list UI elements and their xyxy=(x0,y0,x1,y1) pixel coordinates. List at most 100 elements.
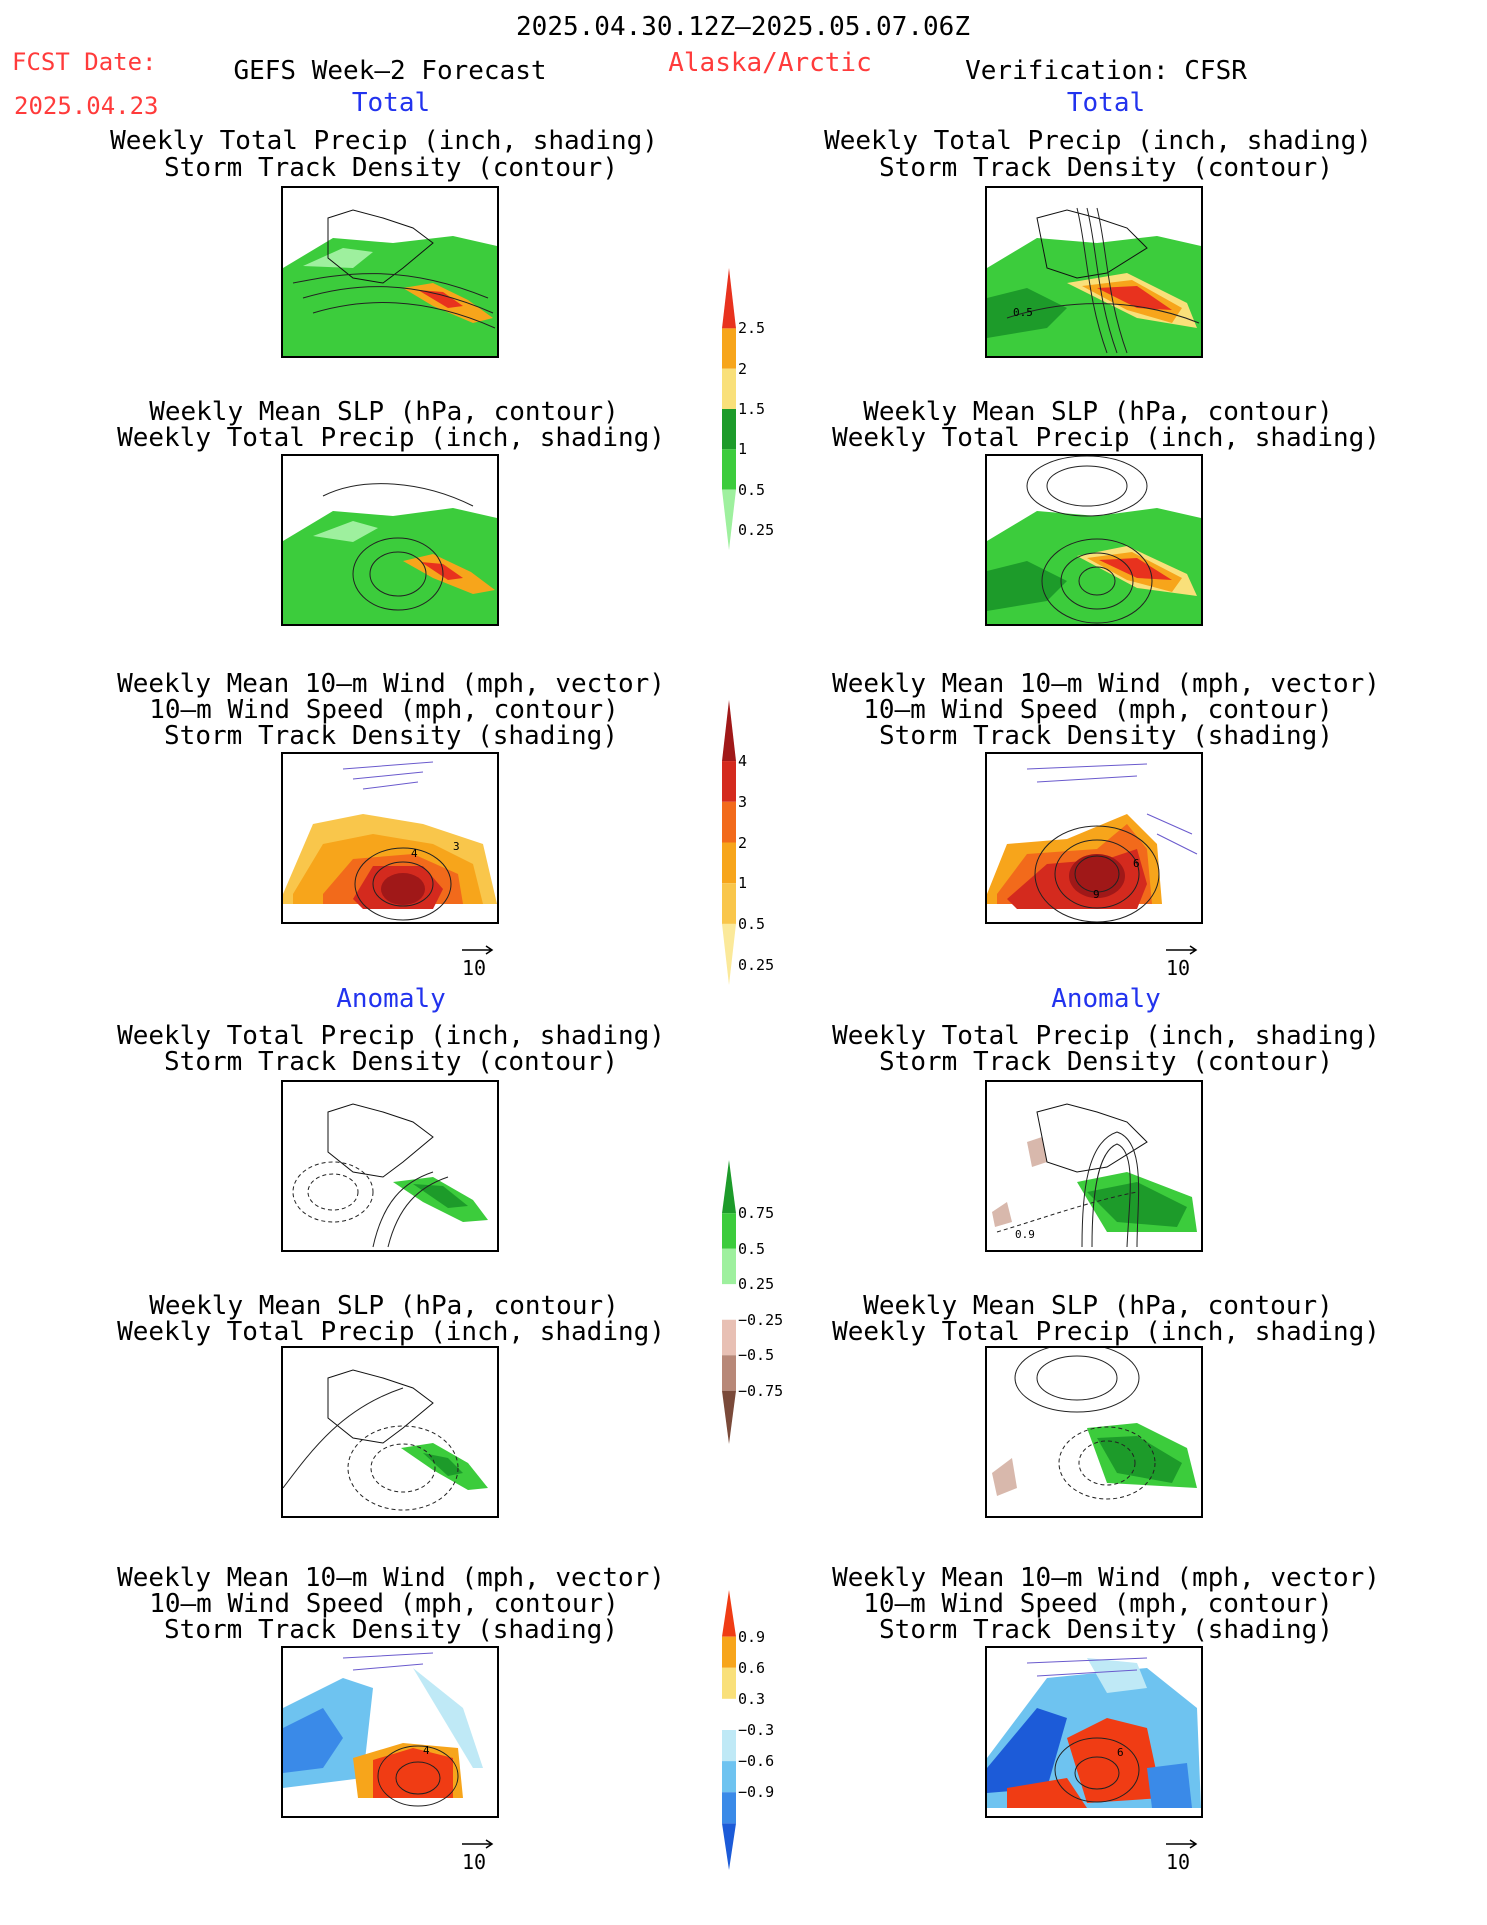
arrow-right-icon xyxy=(1166,945,1198,955)
colorbar-precip-total: 2.5 2 1.5 1 0.5 0.25 xyxy=(712,268,782,550)
title-precip-track-2: Storm Track Density (contour) xyxy=(164,153,618,183)
map-anomaly-wind-verification: 6 xyxy=(985,1646,1203,1818)
colorbar-tick-label: 2.5 xyxy=(738,319,766,338)
colorbar-tick-label: 3 xyxy=(738,792,748,811)
colorbar-swatch xyxy=(722,268,736,329)
colorbar-swatch xyxy=(722,1792,736,1824)
vector-reference-key: 10 xyxy=(1166,944,1200,980)
contour-label: 9 xyxy=(1093,888,1100,901)
contour-label: 3 xyxy=(453,840,460,853)
colorbar-swatch xyxy=(722,1761,736,1793)
map-total-slp-forecast xyxy=(281,454,499,626)
map-anomaly-precip-verification: 0.9 xyxy=(985,1080,1203,1252)
colorbar-tick-label: −0.25 xyxy=(738,1310,784,1329)
colorbar-tick-label: 1 xyxy=(738,440,748,459)
colorbar-tick-label: 0.25 xyxy=(738,1275,775,1294)
title-wind-track-2: 10–m Wind Speed (mph, contour) xyxy=(149,695,619,725)
colorbar-swatch xyxy=(722,1248,736,1285)
colorbar-tick-label: 0.9 xyxy=(738,1627,766,1646)
section-total-right: Total xyxy=(1066,88,1146,118)
colorbar-swatch xyxy=(722,1319,736,1356)
colorbar-swatch xyxy=(722,1730,736,1762)
colorbar-swatch xyxy=(722,368,736,409)
contour-label: 4 xyxy=(411,847,418,860)
fcst-label: FCST Date: xyxy=(12,48,157,76)
colorbar-tick-label: 0.5 xyxy=(738,480,766,499)
arrow-right-icon xyxy=(1166,1839,1198,1849)
colorbar-tick-label: 0.5 xyxy=(738,1239,766,1258)
colorbar-swatch xyxy=(722,700,736,762)
colorbar-swatch xyxy=(722,328,736,369)
title-wind-track-2: 10–m Wind Speed (mph, contour) xyxy=(863,695,1333,725)
arrow-right-icon xyxy=(462,1839,494,1849)
region-title: Alaska/Arctic xyxy=(668,48,872,78)
colorbar-tick-label: 0.3 xyxy=(738,1689,766,1708)
fcst-date: 2025.04.23 xyxy=(14,92,159,120)
colorbar-swatch xyxy=(722,1636,736,1668)
arrow-right-icon xyxy=(462,945,494,955)
colorbar-swatch xyxy=(722,409,736,450)
vector-reference-key: 10 xyxy=(462,944,496,980)
contour-label: 6 xyxy=(1117,1746,1124,1759)
colorbar-tick-label: 0.25 xyxy=(738,955,775,974)
colorbar-precip-anomaly: 0.75 0.5 0.25 −0.25 −0.5 −0.75 xyxy=(712,1160,784,1444)
map-total-precip-verification: 0.5 xyxy=(985,186,1203,358)
title-slp-precip-1: Weekly Mean SLP (hPa, contour) xyxy=(149,397,619,427)
vector-reference-label: 10 xyxy=(1166,1850,1191,1874)
vector-reference-key: 10 xyxy=(1166,1838,1200,1874)
title-wind-track-1: Weekly Mean 10–m Wind (mph, vector) xyxy=(117,669,665,699)
right-column-title: Verification: CFSR xyxy=(965,56,1247,86)
colorbar-tick-label: −0.5 xyxy=(738,1346,775,1365)
map-anomaly-wind-forecast: 4 xyxy=(281,1646,499,1818)
colorbar-swatch xyxy=(722,1213,736,1249)
colorbar-tick-label: −0.6 xyxy=(738,1752,775,1771)
colorbar-graphic xyxy=(722,268,736,550)
section-total-left: Total xyxy=(351,88,431,118)
title-precip-track-2: Storm Track Density (contour) xyxy=(879,153,1333,183)
vector-reference-label: 10 xyxy=(1166,956,1191,980)
title-wind-track-1: Weekly Mean 10–m Wind (mph, vector) xyxy=(832,669,1380,699)
colorbar-graphic xyxy=(722,1160,736,1444)
map-total-precip-forecast xyxy=(281,186,499,358)
title-wind-track-1: Weekly Mean 10–m Wind (mph, vector) xyxy=(832,1563,1380,1593)
map-anomaly-precip-forecast xyxy=(281,1080,499,1252)
colorbar-tick-label: 0.6 xyxy=(738,1658,766,1677)
colorbar-swatch xyxy=(722,449,736,490)
contour-label: 4 xyxy=(423,1744,430,1757)
title-wind-track-2: 10–m Wind Speed (mph, contour) xyxy=(149,1589,619,1619)
title-wind-track-2: 10–m Wind Speed (mph, contour) xyxy=(863,1589,1333,1619)
contour-label: 0.9 xyxy=(1015,1228,1035,1241)
colorbar-swatch xyxy=(722,1823,736,1870)
colorbar-swatch xyxy=(722,1590,736,1637)
contour-label: 0.5 xyxy=(1013,306,1033,319)
colorbar-tick-label: 0.5 xyxy=(738,914,766,933)
title-precip-track-1: Weekly Total Precip (inch, shading) xyxy=(110,126,658,156)
title-wind-track-3: Storm Track Density (shading) xyxy=(164,1615,618,1645)
title-precip-track-1: Weekly Total Precip (inch, shading) xyxy=(832,1021,1380,1051)
colorbar-tick-label: 2 xyxy=(738,833,748,852)
section-anomaly-right: Anomaly xyxy=(1051,984,1161,1014)
colorbar-graphic xyxy=(722,1590,736,1870)
title-wind-track-1: Weekly Mean 10–m Wind (mph, vector) xyxy=(117,1563,665,1593)
title-wind-track-3: Storm Track Density (shading) xyxy=(164,721,618,751)
title-precip-track-1: Weekly Total Precip (inch, shading) xyxy=(824,126,1372,156)
colorbar-swatch xyxy=(722,1667,736,1699)
colorbar-track-anomaly: 0.9 0.6 0.3 −0.3 −0.6 −0.9 xyxy=(712,1590,782,1870)
map-total-slp-verification xyxy=(985,454,1203,626)
colorbar-swatch xyxy=(722,1390,736,1444)
title-slp-precip-2: Weekly Total Precip (inch, shading) xyxy=(832,423,1380,453)
colorbar-tick-label: 0.75 xyxy=(738,1204,775,1223)
date-range-title: 2025.04.30.12Z–2025.05.07.06Z xyxy=(516,12,970,42)
colorbar-swatch xyxy=(722,489,736,550)
colorbar-tick-label: 1.5 xyxy=(738,400,766,418)
title-precip-track-2: Storm Track Density (contour) xyxy=(879,1047,1333,1077)
colorbar-tick-label: −0.75 xyxy=(738,1381,784,1400)
colorbar-swatch xyxy=(722,883,736,924)
colorbar-tick-label: −0.3 xyxy=(738,1721,775,1739)
title-wind-track-3: Storm Track Density (shading) xyxy=(879,721,1333,751)
title-precip-track-2: Storm Track Density (contour) xyxy=(164,1047,618,1077)
contour-label: 6 xyxy=(1133,857,1140,870)
colorbar-swatch xyxy=(722,1698,736,1730)
vector-reference-key: 10 xyxy=(462,1838,496,1874)
colorbar-track-total: 4 3 2 1 0.5 0.25 xyxy=(712,700,782,985)
